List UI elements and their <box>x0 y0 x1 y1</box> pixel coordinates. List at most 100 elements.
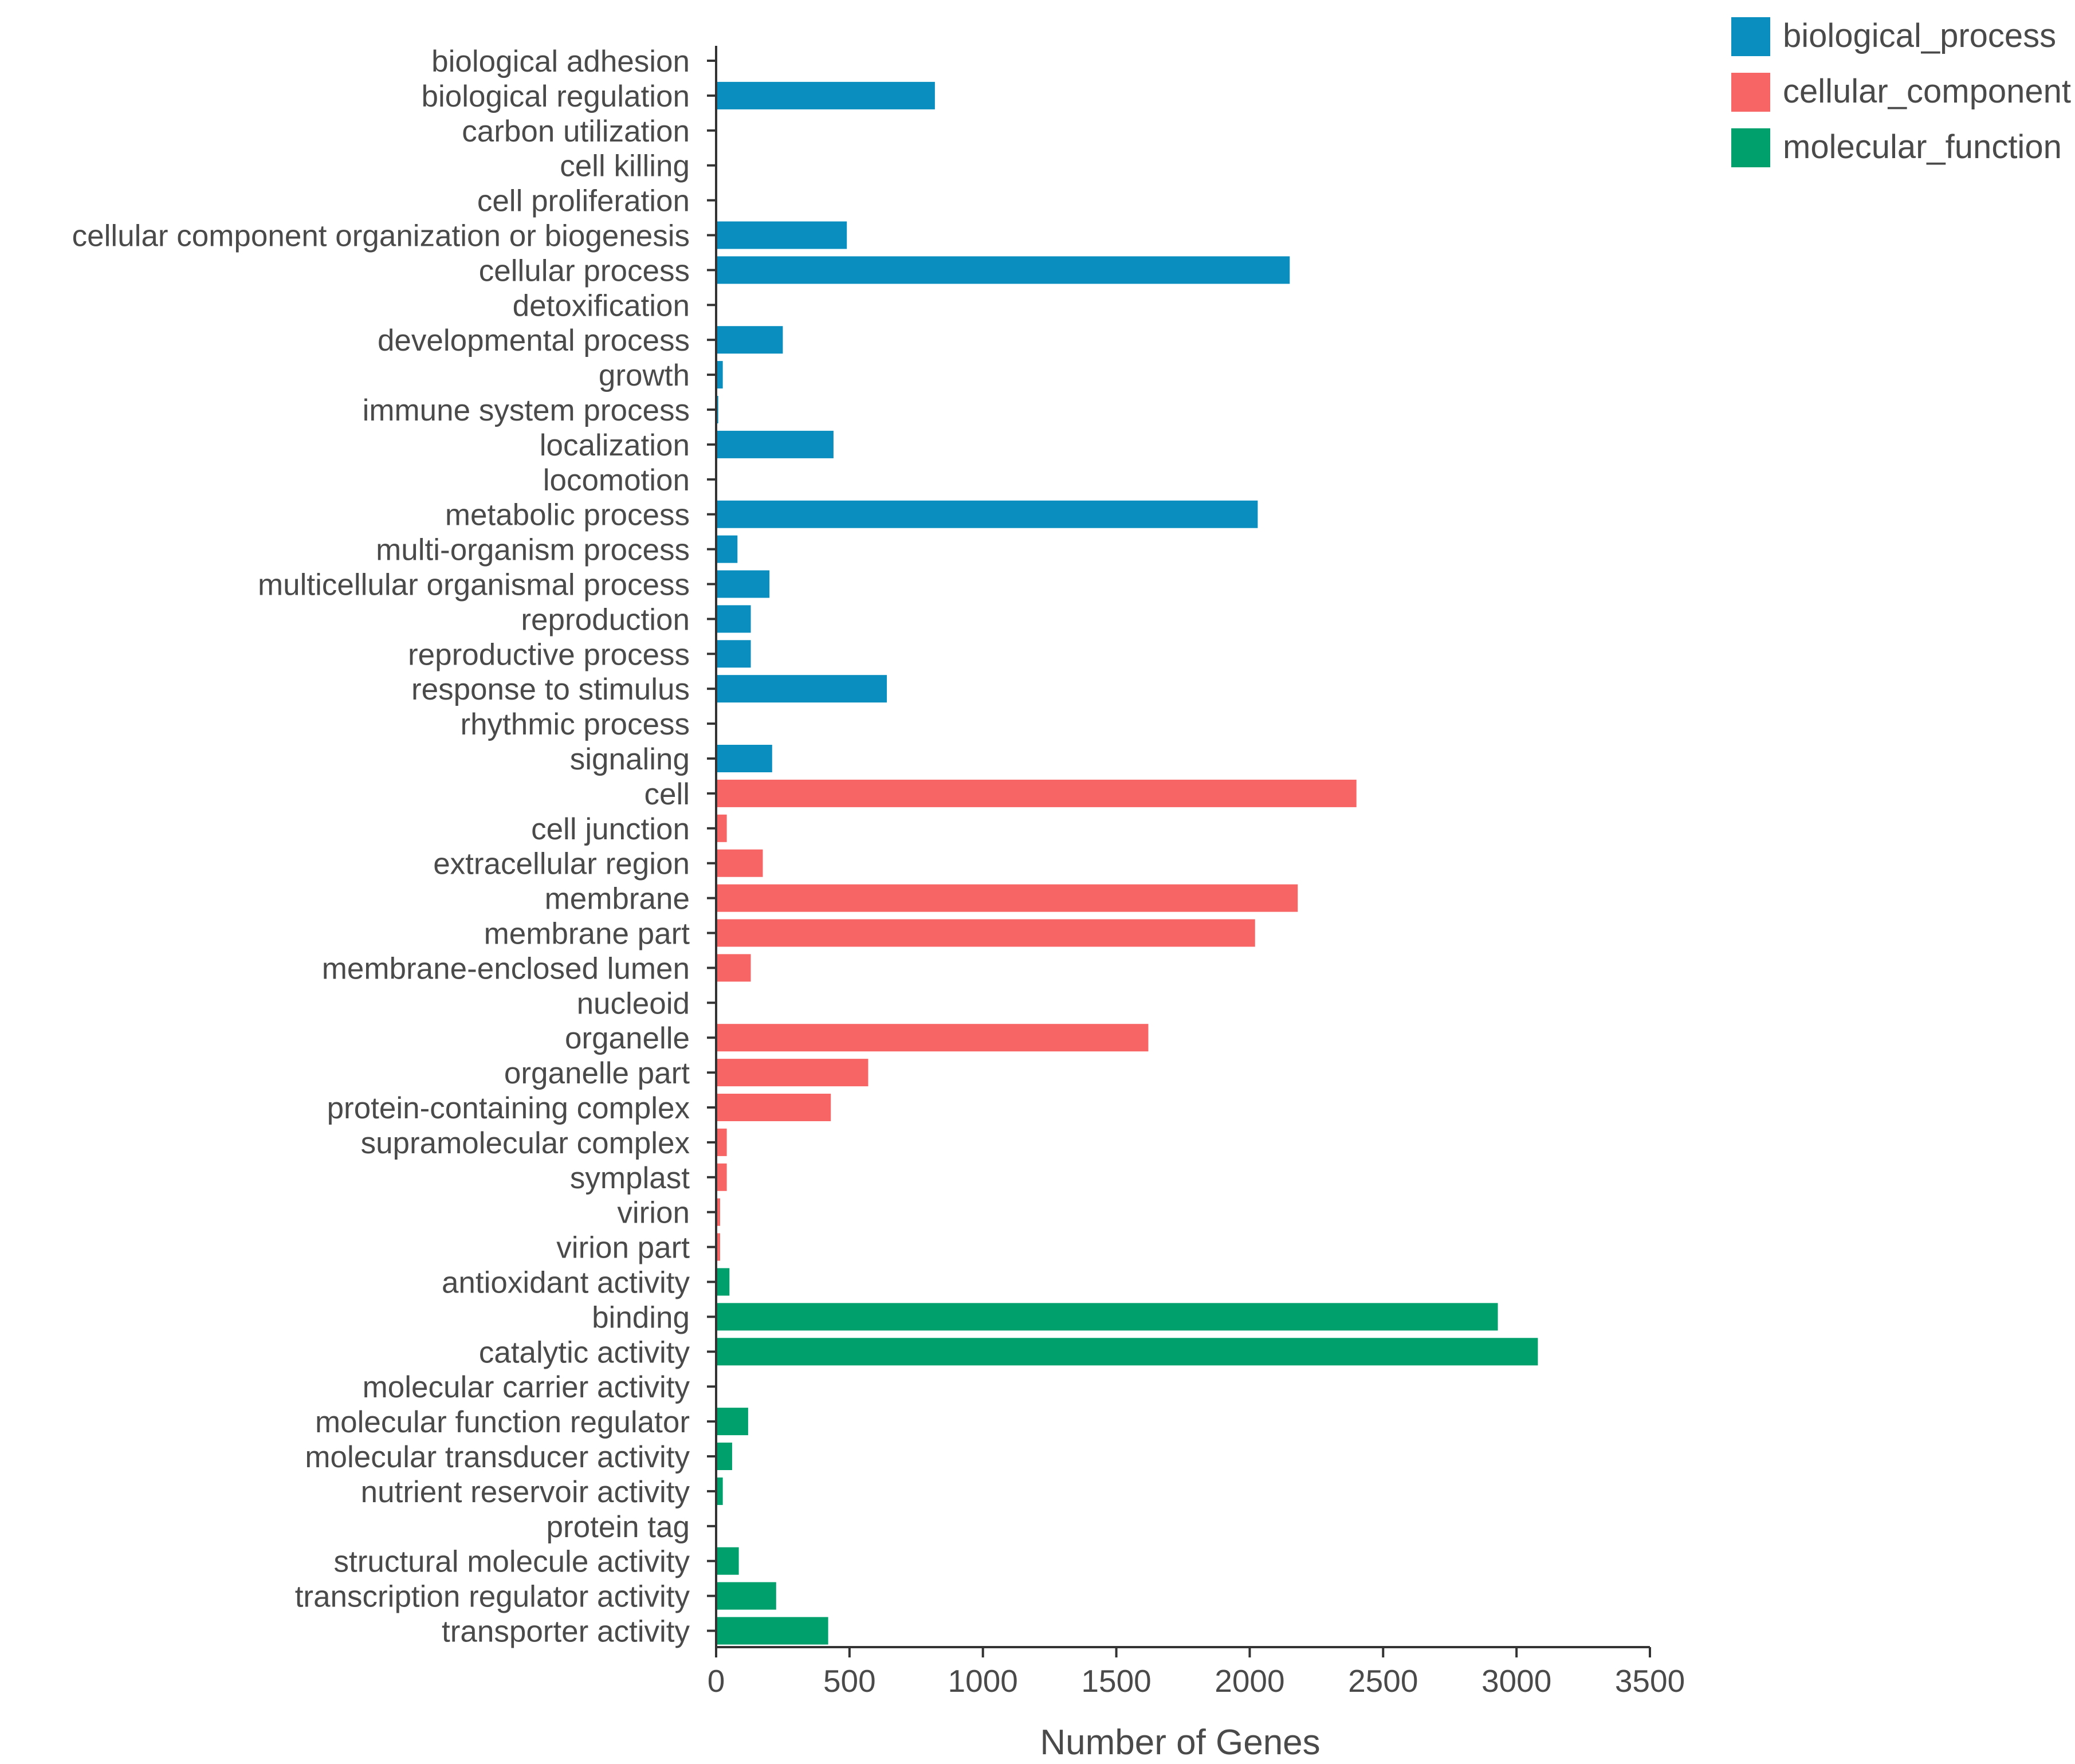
bar-catalytic-activity <box>716 1338 1538 1366</box>
bar-transporter-activity <box>716 1617 828 1645</box>
category-label: structural molecule activity <box>334 1545 690 1579</box>
category-label: organelle <box>565 1022 690 1055</box>
bar-localization <box>716 430 834 458</box>
category-label: organelle part <box>504 1056 690 1090</box>
legend-label-biological_process: biological_process <box>1783 17 2056 54</box>
category-label: virion <box>617 1196 690 1230</box>
bar-organelle <box>716 1024 1149 1052</box>
bar-extracellular-region <box>716 849 763 877</box>
bar-virion-part <box>716 1233 720 1261</box>
bar-reproduction <box>716 605 751 633</box>
bar-membrane-enclosed-lumen <box>716 954 751 982</box>
bar-signaling <box>716 745 772 772</box>
x-tick-label: 3500 <box>1615 1663 1685 1699</box>
category-label: cellular component organization or bioge… <box>72 219 690 253</box>
category-label: virion part <box>556 1231 690 1265</box>
category-label: immune system process <box>363 394 690 427</box>
category-label: biological regulation <box>422 80 690 113</box>
category-label: membrane part <box>484 917 690 951</box>
bar-membrane <box>716 884 1298 912</box>
bar-multicellular-organismal-process <box>716 570 770 598</box>
category-label: carbon utilization <box>462 115 690 148</box>
category-label: reproductive process <box>408 638 690 671</box>
bar-supramolecular-complex <box>716 1128 727 1156</box>
category-label: antioxidant activity <box>442 1266 690 1300</box>
bar-symplast <box>716 1163 727 1191</box>
axes <box>707 46 1650 1648</box>
category-label: binding <box>592 1301 690 1334</box>
category-label: detoxification <box>513 289 690 323</box>
bar-multi-organism-process <box>716 535 738 563</box>
bar-response-to-stimulus <box>716 675 887 703</box>
legend-label-cellular_component: cellular_component <box>1783 73 2071 110</box>
legend-swatch-molecular_function <box>1731 128 1770 167</box>
bar-binding <box>716 1303 1498 1331</box>
category-label: cell <box>644 777 690 811</box>
category-label: nucleoid <box>577 987 690 1020</box>
x-axis-ticks: 0 500 1000 1500 2000 2500 3000 3500 <box>708 1647 1685 1699</box>
category-label: cell junction <box>531 812 690 846</box>
category-label: signaling <box>570 742 690 776</box>
bar-nutrient-reservoir-activity <box>716 1477 723 1505</box>
category-label: supramolecular complex <box>361 1126 690 1160</box>
category-label: transcription regulator activity <box>295 1580 690 1614</box>
category-label: locomotion <box>543 463 690 497</box>
x-tick-label: 3000 <box>1481 1663 1551 1699</box>
category-label: protein tag <box>547 1510 690 1544</box>
legend-swatch-biological_process <box>1731 17 1770 56</box>
category-label: membrane-enclosed lumen <box>322 952 690 985</box>
bar-transcription-regulator-activity <box>716 1582 776 1610</box>
category-label: reproduction <box>521 603 690 637</box>
category-label: cell killing <box>560 150 690 183</box>
bar-protein-containing-complex <box>716 1094 831 1121</box>
x-axis-title: Number of Genes <box>1040 1723 1320 1762</box>
category-label: catalytic activity <box>479 1335 690 1369</box>
category-label: response to stimulus <box>411 673 690 706</box>
bar-organelle-part <box>716 1059 868 1087</box>
category-label: nutrient reservoir activity <box>361 1475 690 1509</box>
category-label: molecular carrier activity <box>363 1370 690 1404</box>
bar-molecular-transducer-activity <box>716 1443 732 1470</box>
category-label: developmental process <box>378 324 690 357</box>
bar-biological-regulation <box>716 81 935 109</box>
bar-developmental-process <box>716 326 783 354</box>
x-tick-label: 1500 <box>1081 1663 1151 1699</box>
category-label: molecular transducer activity <box>305 1440 690 1474</box>
category-label: cell proliferation <box>477 184 690 218</box>
category-label: extracellular region <box>433 847 690 881</box>
category-label: protein-containing complex <box>327 1091 690 1125</box>
category-label: multicellular organismal process <box>258 568 690 602</box>
x-tick-label: 500 <box>823 1663 876 1699</box>
bar-cellular-component-organization-or-biogenesis <box>716 221 847 249</box>
bar-membrane-part <box>716 919 1255 947</box>
bar-cellular-process <box>716 256 1290 284</box>
bar-cell <box>716 779 1357 807</box>
legend: biological_process cellular_componentmole… <box>1731 17 2071 167</box>
category-label: multi-organism process <box>376 533 690 567</box>
bars-group <box>716 47 1538 1645</box>
category-label: rhythmic process <box>460 708 690 741</box>
category-label: metabolic process <box>445 498 690 532</box>
bar-reproductive-process <box>716 640 751 668</box>
bar-structural-molecule-activity <box>716 1547 739 1575</box>
legend-label-molecular_function: molecular_function <box>1783 128 2062 166</box>
category-label: membrane <box>545 882 690 916</box>
category-label: transporter activity <box>442 1615 690 1649</box>
bar-virion <box>716 1198 720 1226</box>
category-label: symplast <box>570 1161 690 1195</box>
category-label: molecular function regulator <box>315 1405 690 1439</box>
x-tick-label: 1000 <box>948 1663 1018 1699</box>
category-label: growth <box>599 359 690 392</box>
category-label: cellular process <box>479 254 690 288</box>
x-tick-label: 2000 <box>1215 1663 1284 1699</box>
bar-molecular-function-regulator <box>716 1408 748 1436</box>
x-tick-label: 2500 <box>1348 1663 1418 1699</box>
category-label: biological adhesion <box>431 45 690 78</box>
category-label: localization <box>540 429 690 462</box>
bar-metabolic-process <box>716 500 1258 528</box>
bar-cell-junction <box>716 814 727 842</box>
legend-swatch-cellular_component <box>1731 73 1770 112</box>
bar-growth <box>716 361 723 389</box>
